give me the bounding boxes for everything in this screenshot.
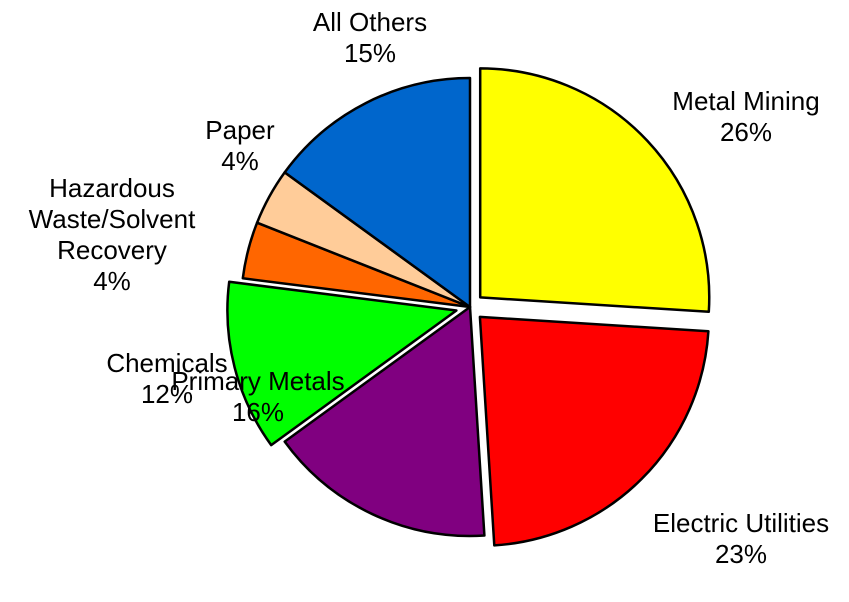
slice-value-label: 23% — [715, 539, 767, 569]
slice-value-label: 4% — [93, 266, 131, 296]
pie-slice-2 — [283, 305, 486, 538]
slice-name-label: Electric Utilities — [653, 508, 829, 538]
slice-name-label: All Others — [313, 7, 427, 37]
pie-slice-0 — [478, 67, 711, 314]
pie-labels: Metal Mining 26% Electric Utilities 23% Prim… — [29, 7, 829, 569]
slice-name-label: Chemicals — [106, 348, 227, 378]
pie-slice-3 — [226, 280, 458, 447]
slice-value-label: 16% — [232, 397, 284, 427]
slice-label-1: Electric Utilities 23% — [653, 508, 829, 569]
slice-value-label: 15% — [344, 38, 396, 68]
slice-label-2: Primary Metals 16% — [171, 366, 344, 427]
pie-slice-6 — [283, 76, 472, 309]
slice-name-label: Waste/Solvent — [29, 204, 196, 234]
slice-name-label: Recovery — [57, 235, 167, 265]
slice-name-label: Metal Mining — [672, 86, 819, 116]
slice-name-label: Primary Metals — [171, 366, 344, 396]
slice-label-3: Chemicals 12% — [106, 348, 227, 409]
slice-value-label: 26% — [720, 117, 772, 147]
pie-slice-1 — [478, 315, 710, 547]
slice-name-label: Paper — [205, 115, 275, 145]
slice-value-label: 4% — [221, 146, 259, 176]
pie-slices — [226, 67, 711, 547]
slice-label-5: Paper 4% — [205, 115, 275, 176]
slice-label-4: Hazardous Waste/Solvent Recovery 4% — [29, 173, 196, 296]
slice-label-6: All Others 15% — [313, 7, 427, 68]
slice-value-label: 12% — [141, 379, 193, 409]
slice-label-0: Metal Mining 26% — [672, 86, 819, 147]
slice-name-label: Hazardous — [49, 173, 175, 203]
